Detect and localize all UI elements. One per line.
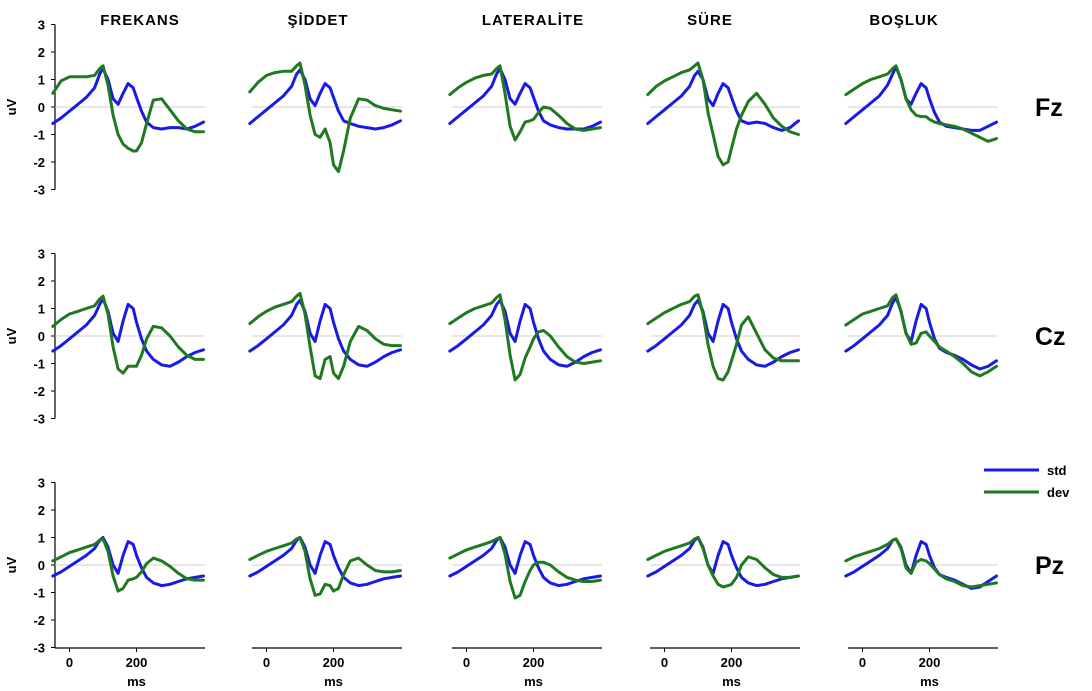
series-std-cz-laterali-te (448, 298, 602, 368)
series-std-pz-laterali-te (448, 536, 602, 588)
series-std-fz-s-i-ddet (248, 68, 402, 131)
series-dev-cz-s-i-ddet (248, 291, 402, 381)
series-dev-fz-s-i-ddet (248, 61, 402, 174)
x-tick-label: 200 (919, 655, 941, 670)
series-dev-cz-bos-luk (844, 293, 998, 378)
y-tick-label: 0 (38, 558, 45, 573)
y-tick-label: 2 (38, 274, 45, 289)
x-tick-label: 0 (463, 655, 470, 670)
column-title: FREKANS (100, 12, 180, 29)
y-tick-label: 0 (38, 329, 45, 344)
y-tick-label: 1 (38, 73, 45, 88)
series-std-pz-su-re (646, 536, 800, 588)
y-tick-label: 2 (38, 45, 45, 60)
column-title: SÜRE (687, 12, 733, 29)
y-axis-label: uV (4, 556, 19, 573)
series-std-cz-bos-luk (844, 296, 998, 371)
x-axis-label: ms (324, 674, 343, 689)
y-tick-label: 1 (38, 531, 45, 546)
series-std-fz-laterali-te (448, 67, 602, 131)
series-std-pz-s-i-ddet (248, 536, 402, 588)
y-tick-label: -2 (33, 613, 45, 628)
series-dev-pz-bos-luk (844, 537, 998, 589)
series-dev-pz-laterali-te (448, 536, 602, 600)
row-label: Cz (1035, 323, 1066, 351)
y-tick-label: 0 (38, 100, 45, 115)
y-tick-label: -3 (33, 412, 45, 427)
row-label: Fz (1035, 94, 1063, 122)
y-tick-label: -3 (33, 183, 45, 198)
series-dev-cz-laterali-te (448, 293, 602, 382)
series-dev-cz-frekans (51, 294, 205, 375)
x-tick-label: 200 (721, 655, 743, 670)
series-std-fz-su-re (646, 69, 800, 132)
column-title: ŞİDDET (287, 12, 348, 29)
x-tick-label: 0 (263, 655, 270, 670)
x-tick-label: 200 (126, 655, 148, 670)
x-axis-label: ms (524, 674, 543, 689)
y-tick-label: 3 (38, 476, 45, 491)
legend-label-std: std (1047, 463, 1067, 478)
y-tick-label: 1 (38, 302, 45, 317)
y-tick-label: -1 (33, 357, 45, 372)
y-tick-label: -1 (33, 586, 45, 601)
series-std-cz-frekans (51, 297, 205, 368)
series-dev-fz-bos-luk (844, 64, 998, 143)
x-tick-label: 0 (859, 655, 866, 670)
y-tick-label: 3 (38, 247, 45, 262)
series-dev-pz-su-re (646, 536, 800, 589)
series-std-pz-bos-luk (844, 537, 998, 590)
y-tick-label: 3 (38, 18, 45, 33)
series-std-fz-frekans (51, 67, 205, 131)
x-axis-label: ms (722, 674, 741, 689)
series-dev-cz-su-re (646, 293, 800, 382)
y-axis-label: uV (4, 327, 19, 344)
x-tick-label: 200 (523, 655, 545, 670)
x-axis-label: ms (920, 674, 939, 689)
series-dev-fz-su-re (646, 61, 800, 167)
row-label: Pz (1035, 552, 1064, 580)
series-dev-pz-frekans (51, 537, 205, 593)
y-tick-label: -2 (33, 155, 45, 170)
series-std-pz-frekans (51, 536, 205, 588)
series-std-cz-s-i-ddet (248, 298, 402, 368)
series-std-fz-bos-luk (844, 65, 998, 132)
column-title: LATERALİTE (482, 12, 584, 29)
y-axis-label: uV (4, 98, 19, 115)
series-dev-fz-laterali-te (448, 64, 602, 142)
x-tick-label: 0 (661, 655, 668, 670)
x-axis-label: ms (127, 674, 146, 689)
column-title: BOŞLUK (869, 12, 938, 29)
legend-label-dev: dev (1047, 485, 1070, 500)
x-tick-label: 200 (323, 655, 345, 670)
y-tick-label: -1 (33, 128, 45, 143)
series-dev-pz-s-i-ddet (248, 536, 402, 597)
x-tick-label: 0 (66, 655, 73, 670)
y-tick-label: 2 (38, 503, 45, 518)
series-std-cz-su-re (646, 298, 800, 368)
y-tick-label: -3 (33, 641, 45, 656)
series-dev-fz-frekans (51, 64, 205, 153)
y-tick-label: -2 (33, 384, 45, 399)
